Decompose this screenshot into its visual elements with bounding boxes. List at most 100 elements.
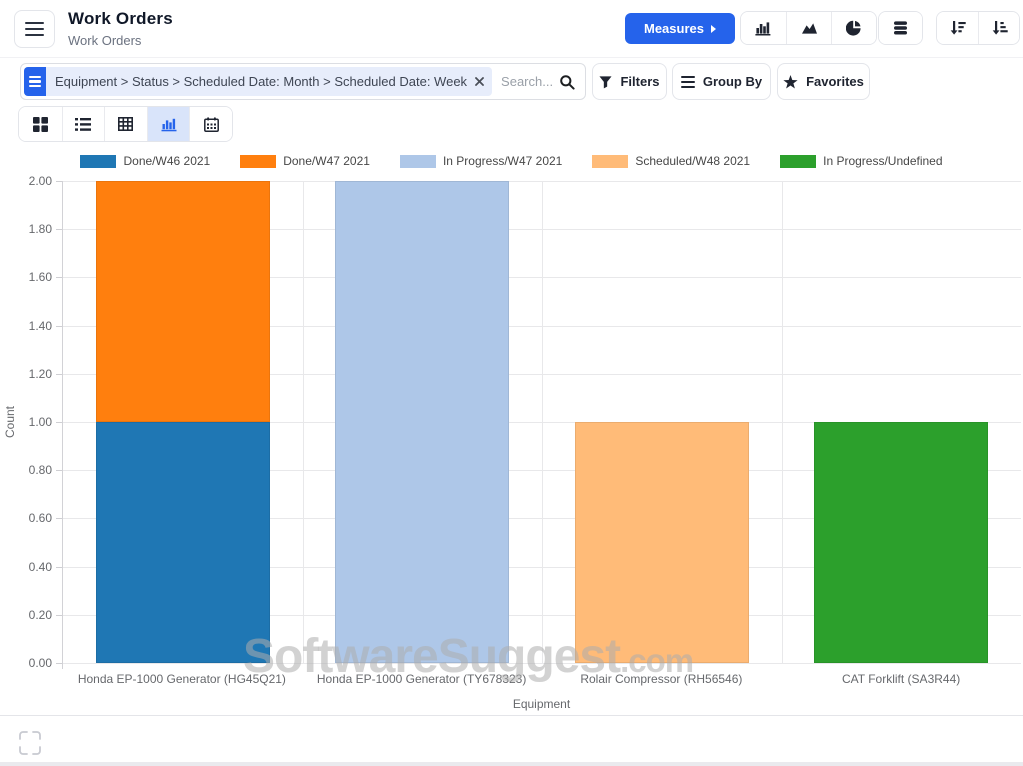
y-axis-ticks: 0.00 0.20 0.40 0.60 0.80 1.00 1.20 1.40 1.60 1.80… [4,174,52,670]
view-chart-button[interactable] [146,107,190,141]
bar-segment[interactable] [574,422,749,663]
bar-segment[interactable] [95,181,270,422]
gridline-vertical [781,181,783,663]
y-tick-mark [56,181,62,182]
y-tick-label: 0.40 [28,559,52,574]
legend-label: Done/W47 2021 [283,154,370,168]
fullscreen-expand-button[interactable] [19,731,41,758]
legend-swatch [240,154,277,168]
pie-chart-icon [846,20,861,36]
sort-descending-icon [950,21,966,35]
view-pivot-button[interactable] [104,107,147,141]
legend-swatch [399,154,436,168]
funnel-icon [599,75,613,88]
legend-item[interactable]: Scheduled/W48 2021 [592,154,750,168]
legend-label: Scheduled/W48 2021 [635,154,751,168]
favorites-button[interactable]: Favorites [777,63,870,100]
facet-remove-icon[interactable] [475,77,484,86]
area-chart-icon [801,23,817,34]
sort-descending-button[interactable] [937,12,978,44]
y-tick-mark [56,325,62,327]
caret-right-icon [710,24,716,33]
bar-chart-icon [755,22,771,36]
measures-label: Measures [644,21,704,36]
bar-chart-plot [56,181,1021,669]
bar-segment[interactable] [335,181,510,663]
sort-ascending-icon [992,21,1008,35]
group-by-label: Group By [702,74,763,89]
y-tick-label: 1.60 [28,270,52,285]
y-tick-mark [56,470,62,472]
y-tick-mark [56,614,62,616]
y-tick-mark [56,277,62,279]
legend-item[interactable]: In Progress/Undefined [780,154,943,168]
list-icon [75,117,92,131]
legend-swatch [80,154,117,168]
page-title: Work Orders [68,9,173,28]
search-bar[interactable]: Equipment > Status > Scheduled Date: Mon… [20,63,586,100]
y-tick-label: 1.20 [28,366,52,381]
view-list-button[interactable] [61,107,105,141]
view-kanban-button[interactable] [19,107,62,141]
view-calendar-button[interactable] [189,107,232,141]
main-menu-button[interactable] [14,10,55,48]
y-tick-label: 0.20 [28,607,52,622]
bar-segment[interactable] [95,422,270,663]
legend-item[interactable]: In Progress/W47 2021 [399,154,563,168]
bar-segment[interactable] [814,422,989,663]
area-chart-type-button[interactable] [786,12,831,44]
x-category-label: Rolair Compressor (RH56546) [580,672,743,686]
x-axis-title: Equipment [512,697,571,711]
gridline-vertical [302,181,304,663]
bottom-strip [0,762,1023,766]
bar-chart-type-button[interactable] [741,12,786,44]
gridline-vertical [542,181,543,663]
chart-legend: Done/W46 2021 Done/W47 2021 In Progress/W4… [0,154,1023,168]
breadcrumb: Work Orders [68,33,142,48]
y-tick-mark [56,518,62,520]
kanban-icon [32,116,48,132]
y-tick-label: 2.00 [28,174,52,188]
search-input[interactable] [492,74,559,89]
y-tick-mark [56,373,62,375]
measures-button[interactable]: Measures [625,13,735,44]
chart-view-icon [161,118,177,131]
y-tick-mark [56,663,62,664]
sort-ascending-button[interactable] [978,12,1019,44]
hamburger-icon [25,21,44,37]
y-tick-label: 1.40 [28,318,52,333]
y-tick-mark [56,229,62,231]
view-switcher [18,106,233,142]
legend-label: In Progress/W47 2021 [442,154,563,168]
group-by-facet-icon [24,67,46,96]
pie-chart-type-button[interactable] [831,12,876,44]
y-tick-label: 0.60 [28,511,52,526]
pivot-table-icon [118,117,134,131]
filters-button[interactable]: Filters [592,63,667,100]
legend-swatch [592,154,629,168]
legend-label: In Progress/Undefined [823,154,943,168]
group-by-button[interactable]: Group By [672,63,771,100]
content-divider [0,715,1023,716]
legend-item[interactable]: Done/W46 2021 [80,154,210,168]
legend-item[interactable]: Done/W47 2021 [240,154,370,168]
y-tick-mark [56,422,62,423]
favorites-label: Favorites [806,74,864,89]
x-category-label: Honda EP-1000 Generator (TY678323) [316,672,527,686]
calendar-icon [203,116,219,132]
database-stack-icon [894,21,907,35]
filters-label: Filters [620,74,660,89]
legend-swatch [780,154,817,168]
y-tick-label: 1.00 [28,415,52,429]
group-by-icon [680,75,695,88]
search-icon[interactable] [559,74,575,90]
y-tick-mark [56,566,62,568]
legend-label: Done/W46 2021 [123,154,211,168]
data-stack-button[interactable] [879,12,922,44]
chart-type-group [740,11,877,45]
y-axis-extension [62,663,63,669]
search-facet[interactable]: Equipment > Status > Scheduled Date: Mon… [24,67,493,96]
gridline-horizontal [63,663,1021,664]
data-toggle-group [878,11,923,45]
